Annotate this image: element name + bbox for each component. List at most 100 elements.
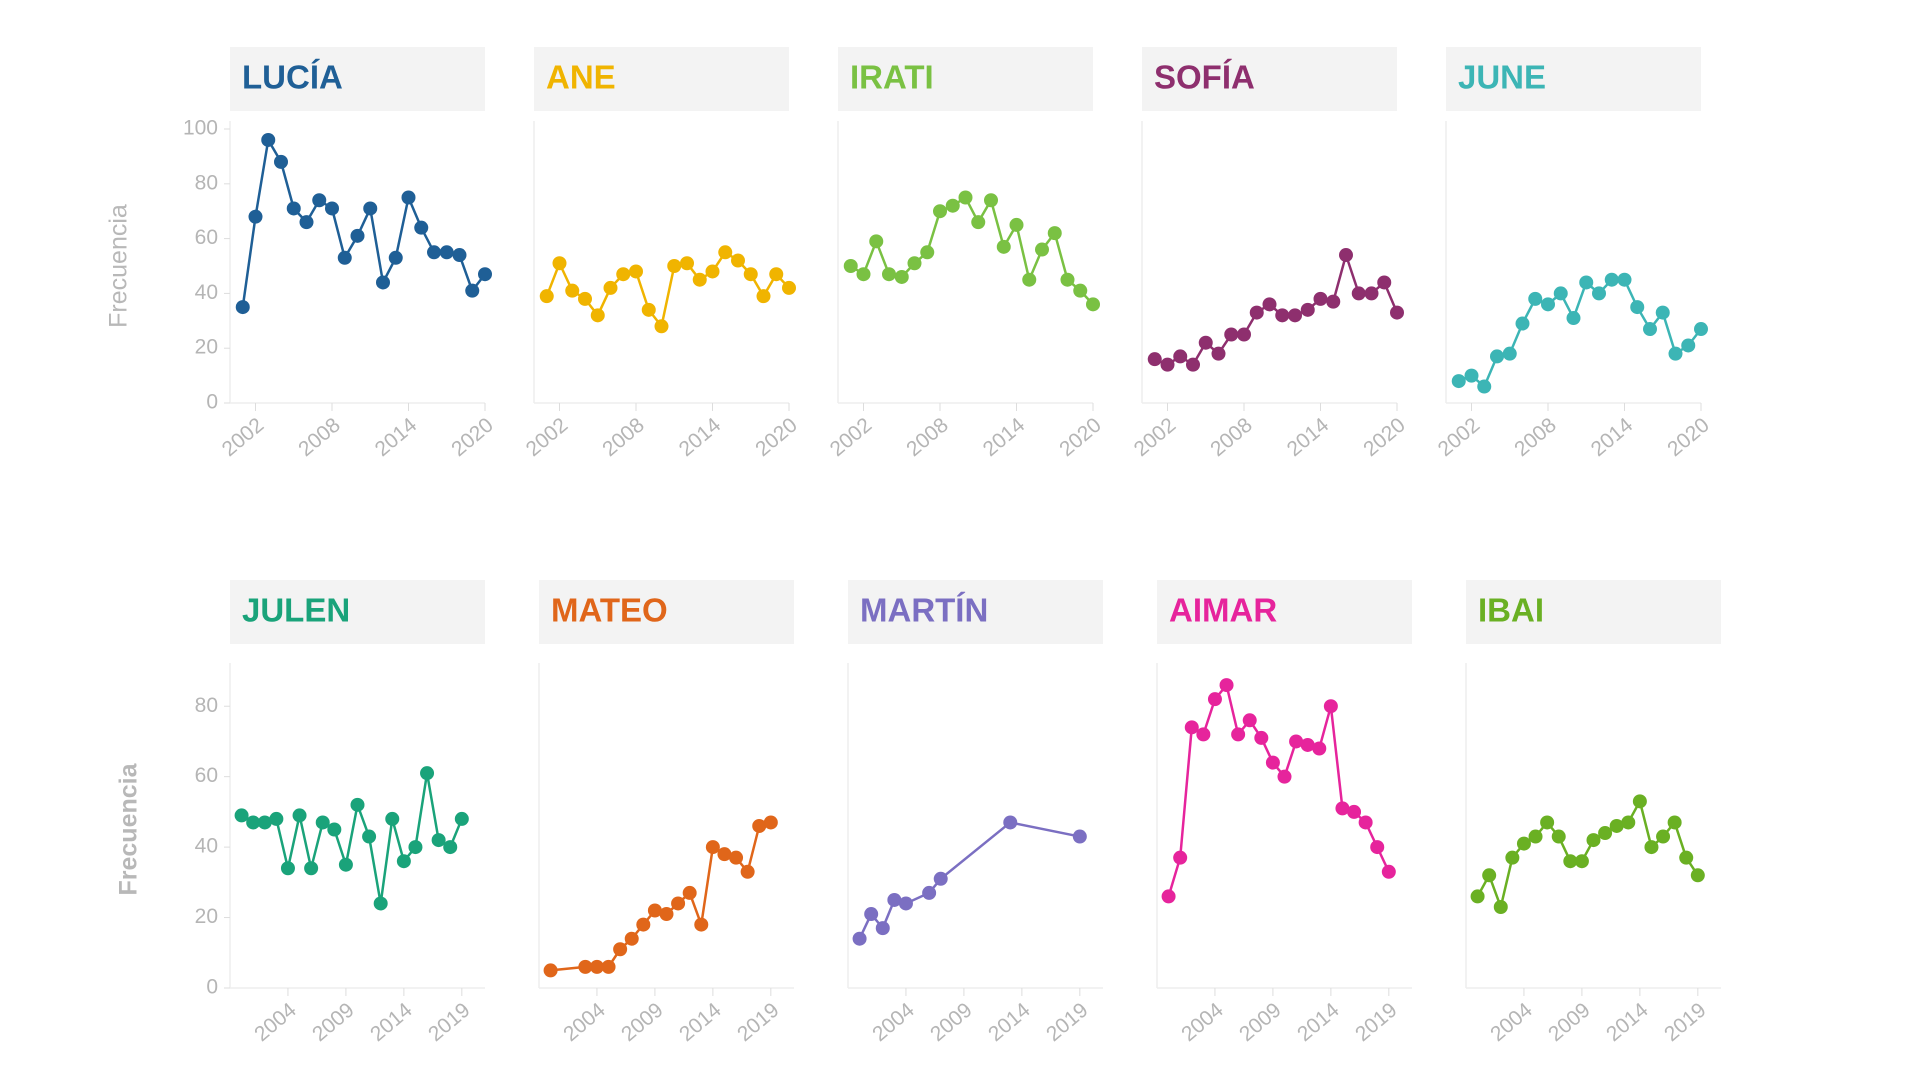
y-tick-label: 100 [183, 117, 218, 140]
y-tick-label: 20 [195, 336, 218, 359]
x-tick-label: 2014 [1283, 413, 1334, 461]
point [616, 267, 631, 282]
panel-title: JULEN [242, 592, 350, 629]
point [1586, 833, 1601, 848]
point [1207, 692, 1222, 707]
point [246, 815, 261, 830]
point [869, 234, 884, 249]
point [875, 921, 890, 936]
x-tick-label: 2019 [424, 998, 475, 1046]
title-box [539, 580, 794, 644]
point [235, 300, 250, 315]
point [996, 239, 1011, 254]
x-tick-label: 2009 [1235, 998, 1286, 1046]
x-tick-label: 2019 [1660, 998, 1711, 1046]
point [478, 267, 492, 282]
point [1390, 305, 1404, 320]
x-tick-label: 2004 [1486, 998, 1537, 1046]
point [338, 857, 353, 872]
y-tick-label: 0 [206, 391, 218, 414]
point [1003, 815, 1018, 830]
point [1173, 850, 1188, 865]
panel-title: ANE [546, 59, 616, 96]
x-tick-label: 2002 [826, 413, 877, 461]
point [1184, 720, 1199, 735]
point [1047, 226, 1062, 241]
point [1464, 368, 1479, 383]
point [898, 896, 913, 911]
point [933, 871, 948, 886]
point [680, 256, 694, 271]
point [1690, 868, 1705, 883]
panel-title: IRATI [850, 59, 934, 96]
point [1679, 850, 1694, 865]
point [578, 291, 592, 306]
point [1323, 699, 1338, 714]
point [1035, 242, 1049, 257]
point [1073, 283, 1088, 298]
point [624, 931, 639, 946]
x-tick-label: 2004 [250, 998, 301, 1046]
y-tick-label: 80 [195, 694, 218, 717]
point [933, 204, 947, 219]
point [1224, 327, 1239, 342]
point [1289, 734, 1304, 749]
point [1358, 815, 1373, 830]
point [315, 815, 330, 830]
point [1490, 349, 1504, 364]
point [641, 302, 656, 317]
point [280, 861, 295, 876]
point [1528, 291, 1543, 306]
point [717, 847, 732, 862]
point [1211, 346, 1226, 361]
point [1254, 730, 1269, 745]
point [408, 840, 423, 855]
series-line [550, 821, 772, 972]
point [945, 198, 960, 213]
point [1370, 840, 1385, 855]
point [578, 959, 593, 974]
point [1242, 713, 1257, 728]
point [958, 190, 973, 205]
point [261, 132, 276, 147]
point [922, 885, 937, 900]
x-tick-label: 2014 [675, 413, 726, 461]
point [1574, 854, 1589, 869]
point [1668, 346, 1683, 361]
point [769, 267, 784, 282]
point [1086, 297, 1100, 312]
point [1313, 291, 1328, 306]
point [1553, 286, 1568, 301]
point [234, 808, 249, 823]
x-tick-label: 2020 [1663, 413, 1714, 461]
point [1147, 352, 1162, 367]
y-tick-label: 40 [195, 835, 218, 858]
x-tick-label: 2008 [294, 413, 345, 461]
point [729, 850, 744, 865]
point [1300, 302, 1315, 317]
point [1237, 327, 1251, 342]
x-tick-label: 2002 [218, 413, 269, 461]
point [427, 245, 441, 260]
x-tick-label: 2008 [1206, 413, 1257, 461]
y-tick-label: 40 [195, 281, 218, 304]
point [882, 267, 896, 282]
point [984, 193, 998, 208]
point [1161, 889, 1176, 904]
point [659, 907, 674, 922]
y-tick-label: 60 [195, 226, 218, 249]
panel-title: JUNE [1458, 59, 1546, 96]
point [1219, 678, 1234, 693]
point [1598, 826, 1613, 841]
point [1198, 335, 1213, 350]
point [1300, 737, 1315, 752]
point [465, 283, 480, 298]
point [1609, 818, 1624, 833]
point [1009, 217, 1024, 232]
point [647, 903, 662, 918]
point [1231, 727, 1246, 742]
y-tick-label: 80 [195, 171, 218, 194]
series-line [1458, 278, 1702, 389]
x-tick-label: 2009 [617, 998, 668, 1046]
point [543, 963, 558, 978]
